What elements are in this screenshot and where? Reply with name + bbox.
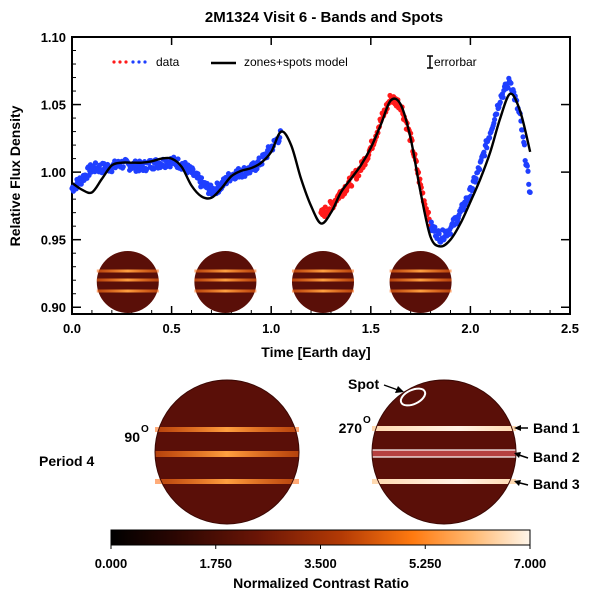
colorbar-tick-label: 5.250 xyxy=(409,556,442,571)
data-point xyxy=(256,155,262,161)
phase-globe xyxy=(194,251,257,313)
data-point xyxy=(109,169,115,175)
x-tick-label: 2.0 xyxy=(461,321,479,336)
data-point xyxy=(484,145,490,151)
colorbar-ticks: 0.000 1.750 3.500 5.250 7.000 xyxy=(95,545,547,571)
data-point xyxy=(425,209,432,215)
data-point xyxy=(362,162,368,168)
data-point xyxy=(487,135,493,141)
data-point xyxy=(524,163,530,169)
data-point xyxy=(92,160,99,166)
legend-data-label: data xyxy=(156,55,180,69)
legend-model-label: zones+spots model xyxy=(244,55,348,69)
angle-90-degree: O xyxy=(141,424,149,435)
x-tick-label: 0.5 xyxy=(163,321,181,336)
data-point xyxy=(428,219,434,225)
data-point xyxy=(321,213,328,220)
data-point xyxy=(521,142,528,148)
data-point xyxy=(527,189,533,195)
data-point xyxy=(508,80,514,86)
colorbar-tick-label: 7.000 xyxy=(514,556,547,571)
legend-data-marker xyxy=(112,60,147,64)
angle-270-label: 270 xyxy=(339,420,363,436)
spot-marker xyxy=(399,387,427,407)
errorbar-icon xyxy=(427,55,433,69)
y-tick-label: 1.05 xyxy=(41,98,66,113)
colorbar xyxy=(110,529,531,546)
phase-globe xyxy=(389,251,452,313)
data-point xyxy=(447,231,454,237)
data-point xyxy=(482,153,488,159)
data-point xyxy=(190,166,196,173)
data-point xyxy=(356,173,362,179)
spot-label: Spot xyxy=(348,376,379,392)
data-point xyxy=(497,99,503,105)
phase-globe xyxy=(291,251,354,313)
band-2-label: Band 2 xyxy=(533,449,580,465)
x-tick-label: 0.0 xyxy=(63,321,81,336)
data-point xyxy=(469,186,476,192)
data-point xyxy=(494,111,500,117)
data-point xyxy=(235,165,242,172)
colorbar-tick-label: 1.750 xyxy=(199,556,232,571)
y-tick-label: 1.10 xyxy=(41,30,66,45)
data-point xyxy=(461,206,467,212)
angle-270-degree: O xyxy=(363,415,371,426)
data-point xyxy=(520,134,526,140)
model-line xyxy=(71,92,532,248)
x-tick-label: 1.0 xyxy=(262,321,280,336)
band-1-label: Band 1 xyxy=(533,420,580,436)
data-point xyxy=(432,224,438,230)
band-1-arrow xyxy=(514,425,528,431)
data-point xyxy=(525,168,531,174)
data-point xyxy=(473,176,479,182)
colorbar-label: Normalized Contrast Ratio xyxy=(233,575,409,591)
band-3-arrow xyxy=(514,480,529,486)
x-axis-label: Time [Earth day] xyxy=(261,344,370,360)
y-tick-label: 0.95 xyxy=(41,233,66,248)
globe-270 xyxy=(371,379,517,525)
data-point xyxy=(254,166,260,172)
legend: data zones+spots model errorbar xyxy=(112,55,477,69)
y-tick-label: 1.00 xyxy=(41,165,66,180)
data-point xyxy=(436,231,442,237)
data-point xyxy=(526,181,532,187)
legend-errorbar-label: errorbar xyxy=(434,55,477,69)
y-axis-label: Relative Flux Density xyxy=(7,105,23,246)
data-point xyxy=(491,116,498,123)
globe-90 xyxy=(154,379,300,525)
phase-globes xyxy=(96,251,452,313)
band-3-label: Band 3 xyxy=(533,476,580,492)
period-label: Period 4 xyxy=(39,453,94,469)
spot-arrow xyxy=(383,384,404,393)
plot-frame xyxy=(71,36,571,315)
data-point xyxy=(500,94,506,100)
band-2-arrow xyxy=(514,452,529,459)
data-point xyxy=(477,166,483,173)
colorbar-tick-label: 3.500 xyxy=(304,556,337,571)
x-tick-label: 2.5 xyxy=(561,321,579,336)
x-tick-label: 1.5 xyxy=(362,321,380,336)
chart-title: 2M1324 Visit 6 - Bands and Spots xyxy=(205,9,443,26)
colorbar-tick-label: 0.000 xyxy=(95,556,128,571)
angle-90-label: 90 xyxy=(124,429,140,445)
data-point xyxy=(348,183,355,189)
data-point xyxy=(198,175,205,181)
phase-globe xyxy=(96,251,159,313)
y-tick-label: 0.90 xyxy=(41,300,66,315)
x-axis: 0.0 0.5 1.0 1.5 2.0 2.5 xyxy=(63,37,579,336)
data-point xyxy=(120,164,126,170)
